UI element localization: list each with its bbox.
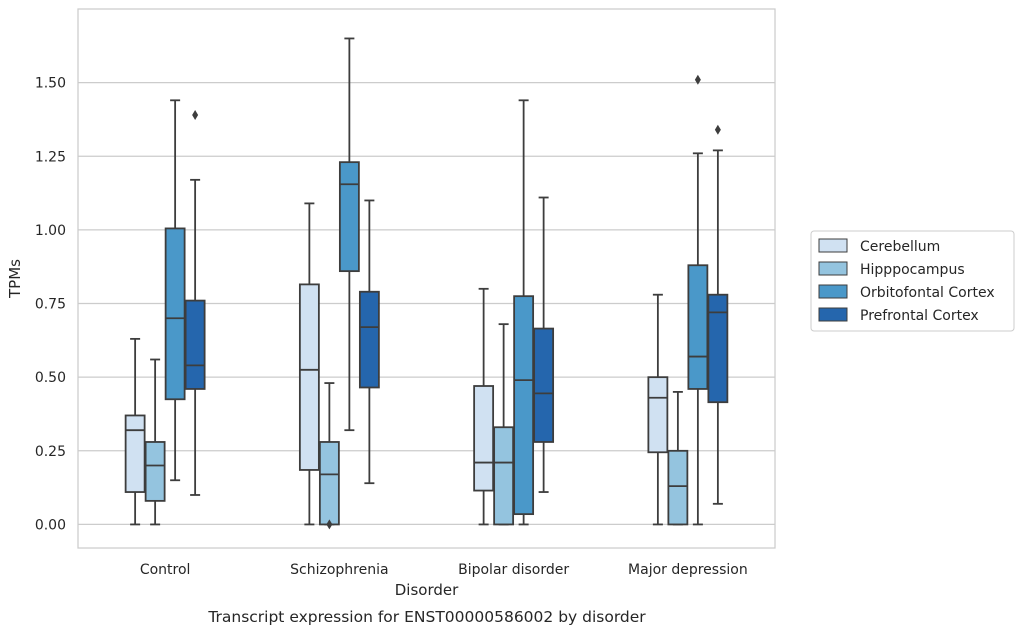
box-group: [318, 382, 340, 530]
legend-frame: [810, 230, 1015, 332]
box-body: [647, 376, 669, 454]
legend-label: Orbitofontal Cortex: [860, 285, 995, 301]
box-marks: [124, 37, 729, 530]
y-tick-label: 0.25: [35, 444, 66, 460]
legend-item: Cerebellum: [818, 238, 940, 255]
box-group: [144, 358, 166, 526]
box-body: [667, 449, 689, 526]
legend-swatch: [818, 284, 848, 299]
box-group: [707, 124, 729, 505]
box-body: [318, 441, 340, 526]
legend-item: Orbitofontal Cortex: [818, 284, 995, 301]
y-tick-label: 1.50: [35, 76, 66, 92]
box-body: [298, 283, 320, 471]
box-group: [184, 110, 206, 496]
outlier-point: [192, 110, 199, 121]
outlier-point: [694, 74, 701, 85]
outlier-point: [326, 519, 333, 530]
box-body: [338, 161, 360, 273]
box-group: [533, 196, 555, 493]
box-group: [124, 337, 146, 526]
box-group: [687, 74, 709, 526]
box-body: [533, 327, 555, 443]
legend: Cerebellum Hipppocampus Orbitofontal Corte…: [810, 230, 1015, 332]
legend-swatch: [818, 238, 848, 253]
box-group: [358, 199, 380, 485]
box-body: [124, 414, 146, 493]
figure-caption: Transcript expression for ENST0000058600…: [207, 608, 646, 626]
legend-item: Prefrontal Cortex: [818, 307, 979, 324]
box-group: [647, 293, 669, 526]
x-tick-label: Schizophrenia: [290, 562, 388, 578]
box-body: [707, 293, 729, 404]
legend-label: Prefrontal Cortex: [860, 308, 979, 324]
box-group: [338, 37, 360, 432]
x-tick-label: Major depression: [628, 562, 748, 578]
box-group: [164, 99, 186, 482]
y-tick-label: 1.25: [35, 149, 66, 165]
box-group: [493, 323, 515, 526]
x-tick-labels: Control Schizophrenia Bipolar disorder Majo…: [140, 562, 748, 578]
box-group: [298, 202, 320, 526]
legend-label: Cerebellum: [860, 239, 940, 255]
legend-swatch: [818, 261, 848, 276]
y-tick-labels: 0.00 0.25 0.50 0.75 1.00 1.25 1.50: [35, 76, 66, 534]
box-body: [493, 426, 515, 526]
y-axis-label: TPMs: [6, 259, 24, 299]
x-axis-label: Disorder: [395, 581, 459, 599]
y-tick-label: 0.50: [35, 370, 66, 386]
legend-item: Hipppocampus: [818, 261, 965, 278]
x-tick-label: Bipolar disorder: [458, 562, 569, 578]
legend-swatch: [818, 307, 848, 322]
y-tick-label: 0.75: [35, 297, 66, 313]
box-body: [144, 441, 166, 502]
outlier-point: [714, 124, 721, 135]
box-body: [513, 295, 535, 516]
box-body: [473, 385, 495, 492]
y-tick-label: 0.00: [35, 517, 66, 533]
legend-label: Hipppocampus: [860, 262, 965, 278]
x-tick-label: Control: [140, 562, 191, 578]
box-body: [184, 299, 206, 390]
box-body: [687, 264, 709, 390]
plot-frame: [77, 8, 776, 549]
y-tick-label: 1.00: [35, 223, 66, 239]
box-group: [667, 390, 689, 526]
box-body: [358, 290, 380, 389]
box-group: [473, 287, 495, 526]
box-group: [513, 99, 535, 526]
box-body: [164, 227, 186, 401]
